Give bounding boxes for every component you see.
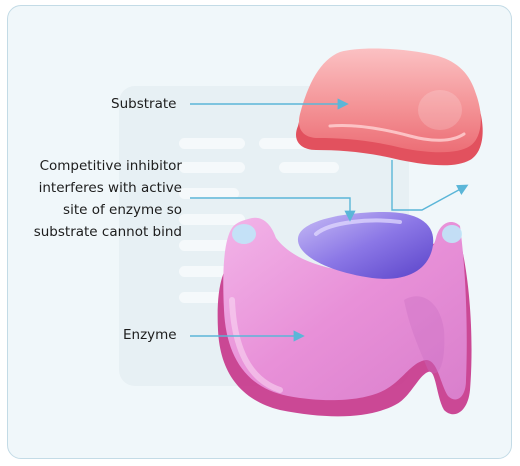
inhibitor-shape — [297, 212, 434, 279]
inhibitor-pointer-arrow — [190, 197, 356, 222]
substrate-shape — [296, 48, 483, 166]
substrate-label: Substrate — [111, 96, 177, 112]
enzyme-shape — [217, 217, 472, 417]
enzyme-label: Enzyme — [123, 327, 177, 343]
inhibitor-label-line: substrate cannot bind — [33, 224, 182, 240]
inhibitor-label-line: site of enzyme so — [63, 202, 182, 218]
inhibitor-label-line: Competitive inhibitor — [39, 158, 182, 174]
inhibitor-label: Competitive inhibitor interferes with ac… — [34, 155, 182, 243]
inhibitor-label-line: interferes with active — [38, 180, 182, 196]
substrate-blocked-arrow — [391, 160, 469, 211]
